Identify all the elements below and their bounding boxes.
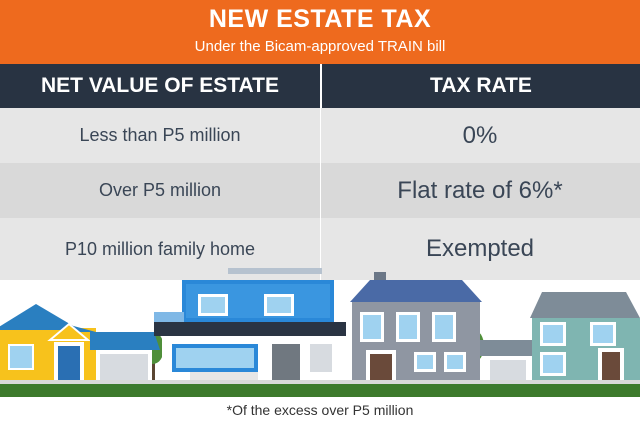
banner-header: NEW ESTATE TAX Under the Bicam-approved …	[0, 0, 640, 64]
rate-cell: Flat rate of 6%*	[397, 176, 563, 204]
house-purple-icon	[350, 272, 482, 380]
house-modern-blue-icon	[154, 268, 346, 380]
page-subtitle: Under the Bicam-approved TRAIN bill	[194, 38, 446, 55]
row-divider	[320, 108, 321, 280]
estate-cell: Over P5 million	[98, 180, 222, 200]
house-teal-icon	[530, 292, 640, 380]
page-title: NEW ESTATE TAX	[208, 5, 432, 33]
footnote: *Of the excess over P5 million	[226, 402, 414, 418]
column-header-estate: NET VALUE OF ESTATE	[0, 64, 320, 108]
grass-strip	[0, 384, 640, 397]
estate-cell: P10 million family home	[64, 238, 256, 259]
column-divider	[320, 64, 322, 108]
garage-icon	[480, 340, 532, 380]
column-header-rate: TAX RATE	[322, 64, 640, 108]
rate-cell: Exempted	[425, 235, 535, 262]
rate-cell: 0%	[462, 121, 498, 149]
estate-cell: Less than P5 million	[79, 125, 241, 145]
house-yellow-icon	[0, 304, 160, 380]
